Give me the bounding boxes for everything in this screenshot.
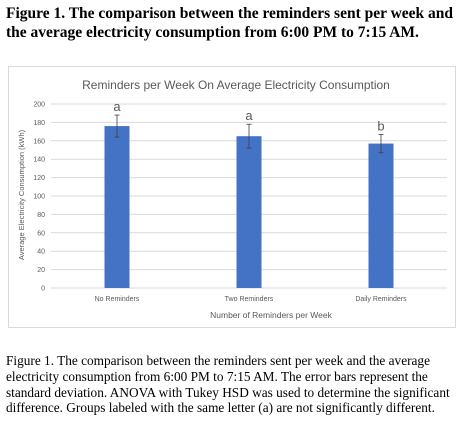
y-tick-label: 100 [33,194,45,201]
y-tick-label: 200 [33,102,45,109]
group-letter: a [113,99,121,114]
bars [104,126,394,288]
y-axis-label: Average Electricity Consumption (kWh) [17,129,26,260]
y-tick-label: 120 [33,175,45,182]
error-bar [378,133,384,154]
chart-frame: Reminders per Week On Average Electricit… [8,66,456,328]
bar-chart: Reminders per Week On Average Electricit… [17,78,447,320]
group-letter: b [377,118,384,133]
y-tick-label: 40 [37,249,45,256]
x-tick-labels: No Reminders Two Reminders Daily Reminders [95,296,408,303]
group-letters: a a b [113,99,384,133]
y-tick-label: 20 [37,267,45,274]
y-tick-label: 80 [37,212,45,219]
x-tick-label: No Reminders [95,296,140,303]
bar-daily-reminders [368,143,394,288]
y-tick-label: 160 [33,138,45,145]
error-bar [114,114,120,138]
y-tick-labels: 0 20 40 60 80 100 120 140 160 180 200 [33,102,45,293]
error-bar [246,123,252,149]
figure-caption: Figure 1. The comparison between the rem… [6,353,450,416]
error-bars [114,114,384,154]
x-tick-label: Two Reminders [225,296,274,303]
chart-title: Reminders per Week On Average Electricit… [82,78,390,92]
y-tick-label: 140 [33,157,45,164]
bar-no-reminders [104,126,130,288]
bar-two-reminders [236,136,262,288]
group-letter: a [245,108,253,123]
x-tick-label: Daily Reminders [355,296,407,303]
y-tick-label: 180 [33,120,45,127]
figure-heading: Figure 1. The comparison between the rem… [6,5,454,41]
y-tick-label: 60 [37,230,45,237]
y-tick-label: 0 [41,286,45,293]
x-axis-label: Number of Reminders per Week [210,310,332,320]
